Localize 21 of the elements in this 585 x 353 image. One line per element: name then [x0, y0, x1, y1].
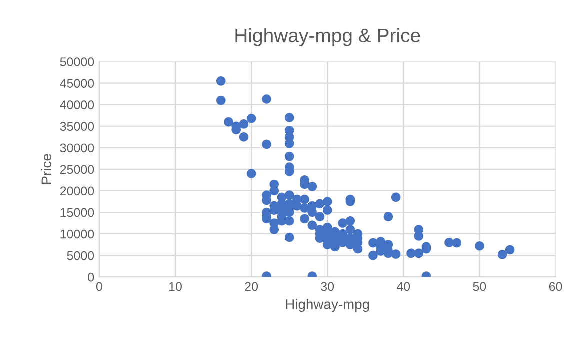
y-tick-label: 25000 — [60, 165, 94, 174]
y-tick-label: 35000 — [60, 122, 94, 132]
x-tick-label: 60 — [549, 282, 562, 292]
x-tick-label: 50 — [473, 282, 486, 292]
chart-title: Highway-mpg & Price — [236, 28, 420, 46]
y-tick-label: 30000 — [60, 144, 94, 153]
y-tick-label: 10000 — [60, 230, 94, 239]
y-tick-label: 20000 — [60, 186, 94, 196]
y-tick-label: 15000 — [60, 208, 94, 218]
x-tick-label: 0 — [96, 282, 102, 292]
y-tick-label: 50000 — [60, 58, 94, 66]
y-tick-label: 5000 — [67, 251, 94, 260]
x-tick-label: 40 — [396, 282, 410, 292]
y-tick-label: 45000 — [60, 79, 94, 88]
x-tick-label: 20 — [245, 282, 258, 292]
y-tick-label: 0 — [88, 272, 94, 282]
x-axis-title: Highway-mpg — [286, 299, 370, 312]
y-tick-label: 40000 — [60, 100, 94, 110]
y-axis-title: Price — [41, 154, 52, 184]
x-tick-label: 30 — [321, 282, 334, 292]
x-tick-label: 10 — [170, 282, 182, 292]
